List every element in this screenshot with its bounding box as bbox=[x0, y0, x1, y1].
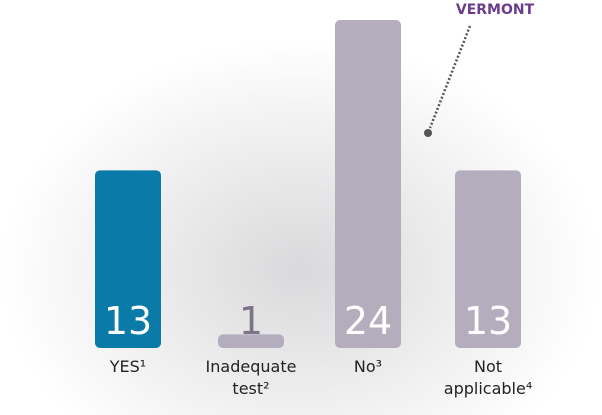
bar bbox=[335, 20, 401, 348]
value-label: 24 bbox=[344, 299, 392, 343]
annotation: VERMONT bbox=[456, 2, 535, 18]
annotation-dot bbox=[424, 129, 432, 137]
annotation-leader bbox=[428, 25, 472, 129]
category-label: No³ bbox=[353, 357, 383, 376]
bar bbox=[455, 170, 521, 348]
value-label: 13 bbox=[464, 299, 512, 343]
bar bbox=[95, 170, 161, 348]
value-label: 13 bbox=[104, 299, 152, 343]
category-label: Inadequate test² bbox=[205, 357, 297, 398]
category-label: Not applicable⁴ bbox=[443, 357, 533, 398]
category-label: YES¹ bbox=[109, 357, 147, 376]
value-label: 1 bbox=[239, 299, 263, 343]
bar bbox=[218, 334, 284, 348]
